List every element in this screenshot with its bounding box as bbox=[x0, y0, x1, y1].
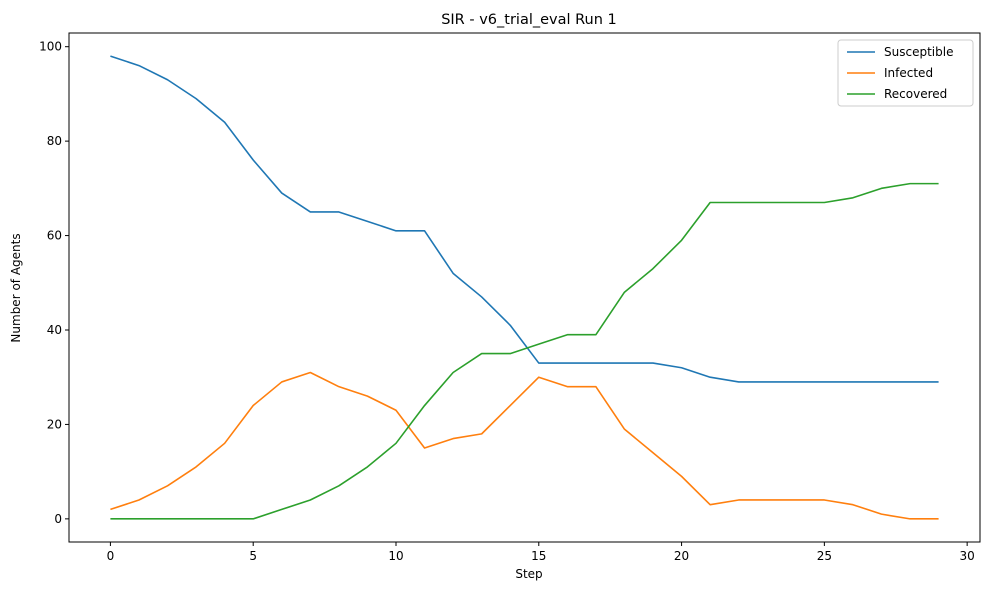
y-tick-label: 20 bbox=[47, 417, 62, 431]
legend-box bbox=[837, 39, 974, 107]
x-tick-label: 10 bbox=[388, 549, 403, 563]
legend: Susceptible Infected Recovered bbox=[837, 39, 974, 107]
chart-title: SIR - v6_trial_eval Run 1 bbox=[441, 12, 617, 28]
plot-frame bbox=[68, 32, 981, 543]
x-tick-label: 0 bbox=[107, 549, 115, 563]
legend-label-infected: Infected bbox=[884, 66, 933, 80]
y-tick-label: 100 bbox=[39, 40, 62, 54]
x-tick-label: 15 bbox=[531, 549, 546, 563]
series-line-recovered bbox=[110, 182, 939, 520]
y-tick-label: 40 bbox=[47, 323, 62, 337]
x-axis-title: Step bbox=[515, 567, 542, 581]
y-tick-label: 80 bbox=[47, 134, 62, 148]
y-tick-label: 60 bbox=[47, 229, 62, 243]
legend-label-susceptible: Susceptible bbox=[884, 45, 953, 59]
series-line-susceptible bbox=[110, 55, 939, 383]
legend-label-recovered: Recovered bbox=[884, 87, 947, 101]
x-tick-label: 20 bbox=[674, 549, 689, 563]
y-axis-title: Number of Agents bbox=[9, 233, 23, 342]
x-tick-label: 5 bbox=[249, 549, 257, 563]
x-tick-label: 25 bbox=[817, 549, 832, 563]
plot-area: 0 5 10 15 20 25 30 0 20 40 60 80 100 bbox=[39, 32, 981, 563]
x-tick-label: 30 bbox=[960, 549, 975, 563]
y-tick-label: 0 bbox=[54, 512, 62, 526]
series-line-infected bbox=[110, 371, 939, 520]
